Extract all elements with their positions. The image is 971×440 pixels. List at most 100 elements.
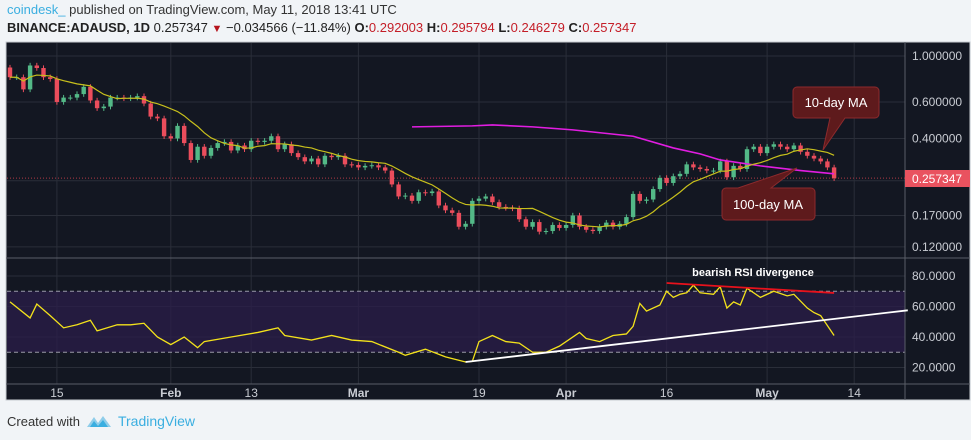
candle-body — [34, 65, 39, 69]
candle-body — [322, 155, 328, 165]
candle-body — [88, 86, 93, 101]
candle-body — [249, 140, 254, 150]
candle-up — [644, 196, 649, 204]
time-tick-label: Feb — [160, 386, 181, 400]
candle-body — [758, 146, 763, 154]
candle-down — [202, 144, 207, 159]
candle-body — [101, 106, 106, 109]
candle-body — [222, 141, 227, 144]
candle-body — [81, 86, 86, 95]
candle-body — [543, 231, 549, 233]
candle-body — [463, 223, 468, 227]
candle-body — [242, 145, 247, 150]
candle-down — [590, 227, 596, 234]
candle-body — [724, 161, 730, 178]
candle-body — [791, 145, 797, 150]
candle-down — [168, 133, 173, 142]
candle-down — [697, 164, 703, 172]
candle-body — [785, 146, 790, 150]
candle-body — [798, 145, 803, 152]
candle-body — [329, 155, 334, 158]
time-tick-label: 19 — [472, 386, 486, 400]
publish-text: published on TradingView.com, May 11, 20… — [69, 2, 397, 17]
candle-body — [302, 157, 307, 162]
annotation-10-day-ma[interactable]: 10-day MA — [792, 86, 880, 151]
candle-body — [751, 146, 756, 150]
candle-down — [188, 140, 194, 163]
close-value: 0.257347 — [582, 20, 637, 35]
candle-body — [637, 193, 642, 201]
candle-body — [711, 170, 716, 172]
candle-down — [831, 164, 837, 181]
price-tick-label: 0.120000 — [912, 240, 962, 254]
candle-down — [691, 161, 696, 171]
candle-body — [517, 208, 522, 220]
candle-up — [751, 144, 756, 152]
candle-body — [182, 125, 187, 144]
candle-up — [597, 224, 602, 234]
rsi-tick-label: 40.0000 — [912, 330, 956, 344]
candle-body — [443, 205, 448, 211]
rsi-divergence-annotation[interactable]: bearish RSI divergence — [692, 267, 814, 279]
candle-down — [356, 162, 361, 171]
candle-down — [825, 158, 830, 171]
candle-body — [436, 191, 441, 206]
candle-body — [349, 164, 354, 166]
candle-body — [651, 189, 656, 200]
candle-up — [195, 144, 200, 163]
candle-up — [222, 139, 227, 146]
candle-body — [208, 147, 214, 156]
candle-up — [215, 140, 220, 151]
triangle-down-icon: ▼ — [211, 23, 223, 35]
candle-body — [523, 219, 529, 227]
candle-up — [269, 133, 274, 144]
candle-down — [155, 113, 160, 122]
candle-up — [530, 219, 535, 230]
close-label: C: — [568, 20, 583, 35]
author-link[interactable]: coindesk_ — [7, 2, 66, 17]
rsi-line — [9, 284, 835, 363]
created-with-label: Created with — [7, 413, 80, 429]
candle-body — [362, 165, 368, 168]
candle-up — [677, 171, 683, 179]
candle-body — [275, 136, 281, 150]
candle-body — [610, 222, 616, 227]
candle-up — [543, 228, 549, 235]
candle-up — [711, 167, 716, 174]
candle-down — [342, 153, 348, 168]
candle-down — [302, 154, 307, 165]
time-tick-label: 15 — [50, 386, 64, 400]
candle-up — [101, 103, 106, 111]
candle-body — [155, 116, 160, 119]
candle-down — [41, 65, 46, 80]
annotation-100-day-ma[interactable]: 100-day MA — [721, 167, 816, 221]
candle-down — [275, 133, 281, 152]
rsi-tick-label: 60.0000 — [912, 300, 956, 314]
high-value: 0.295794 — [440, 20, 495, 35]
candle-body — [584, 226, 589, 230]
candle-body — [590, 229, 596, 232]
candle-body — [396, 184, 401, 197]
candle-up — [570, 212, 575, 228]
candle-body — [718, 161, 723, 171]
open-label: O: — [354, 20, 369, 35]
candle-body — [316, 158, 321, 165]
candle-down — [811, 153, 817, 162]
candle-body — [376, 165, 381, 168]
candle-body — [7, 67, 13, 78]
candle-body — [195, 146, 200, 160]
candle-down — [88, 84, 93, 104]
candle-body — [630, 193, 636, 218]
tradingview-link[interactable]: TradingView — [117, 413, 196, 429]
candle-body — [48, 77, 53, 79]
tradingview-logo-icon — [86, 416, 111, 427]
time-tick-label: 16 — [660, 386, 674, 400]
low-value: 0.246279 — [510, 20, 565, 35]
candle-down — [805, 149, 810, 159]
candle-up — [684, 161, 689, 177]
candle-down — [409, 192, 415, 204]
candle-up — [476, 195, 482, 204]
low-label: L: — [498, 20, 511, 35]
candle-body — [738, 165, 743, 169]
